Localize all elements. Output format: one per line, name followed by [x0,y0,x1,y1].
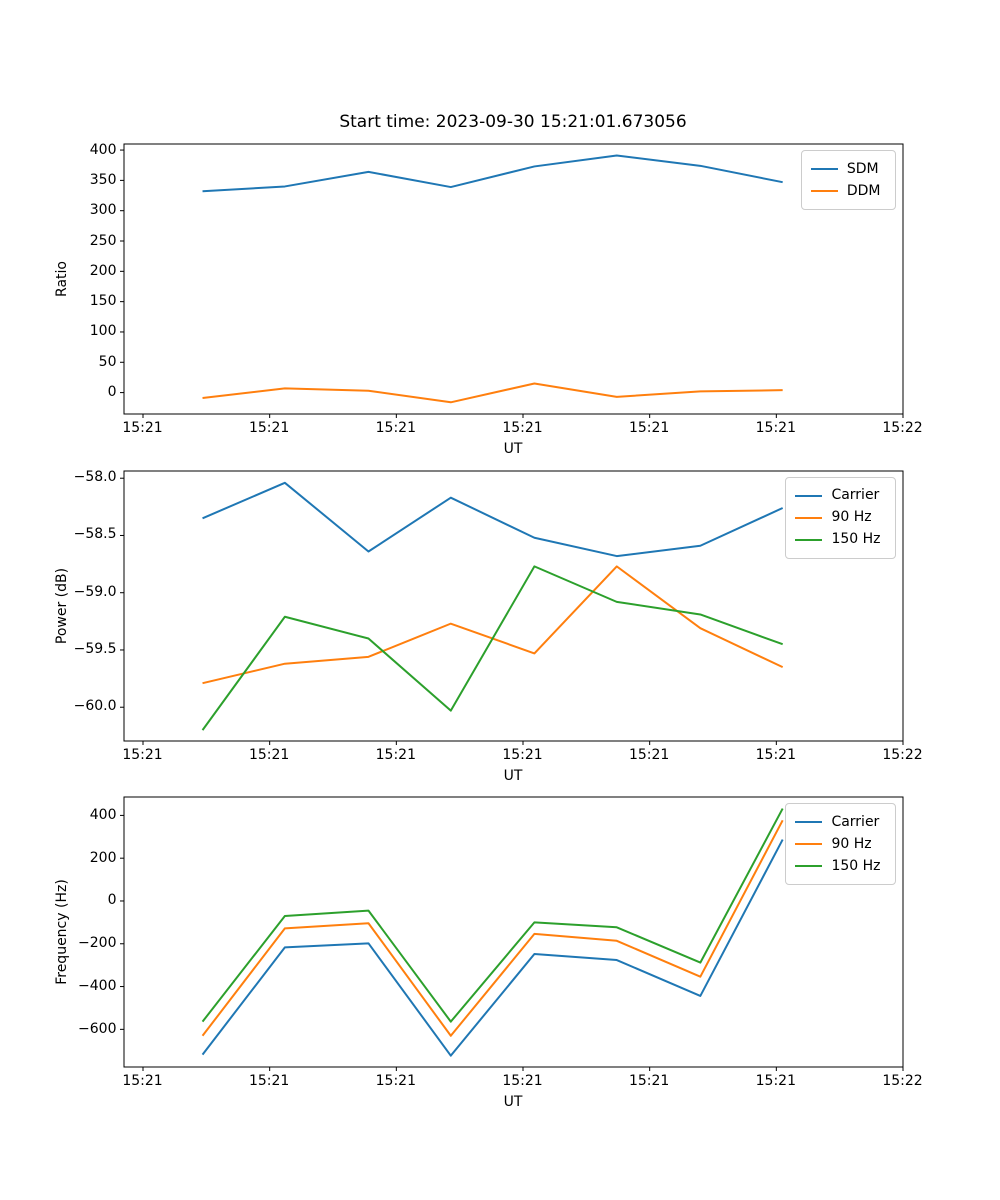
y-axis-label: Ratio [53,261,70,297]
y-tick-label: 400 [89,141,117,158]
axes-frame [123,143,903,415]
line-90-hz [201,564,783,684]
y-tick-label: 350 [89,171,117,188]
y-tick-label: −59.5 [73,640,117,657]
subplot-frequency: Frequency (Hz) UT Carrier 90 Hz 150 Hz 15:… [54,796,923,1110]
y-tick-label: −600 [78,1020,117,1037]
subplot-ratio: Ratio UT SDM DDM 15:21 15:21 15:21 15:21 15:2… [54,142,923,457]
legend-label: 150 Hz [831,531,881,547]
legend-entry: 90 Hz [795,507,884,529]
y-tick-label: 0 [107,892,117,909]
legend-line-sample-icon [810,168,838,170]
legend-line-sample-icon [795,865,823,867]
legend-label: 150 Hz [831,857,881,874]
x-tick-label: 15:21 [755,420,797,436]
legend-label: 90 Hz [831,835,872,852]
x-tick-label: 15:21 [122,1073,163,1089]
y-tick-label: −59.0 [73,583,117,600]
line-150-hz [201,808,784,1023]
x-tick-label: 15:21 [248,420,290,436]
line-90-hz [201,819,784,1037]
y-tick-label: 250 [89,232,117,249]
plot-area-ratio [119,143,903,418]
x-tick-label: 15:21 [628,746,670,763]
x-tick-label: 15:22 [882,420,923,436]
figure-title: Start time: 2023-09-30 15:21:01.673056 [339,112,687,132]
legend-entry: Carrier [795,811,884,833]
x-tick-label: 15:22 [882,1073,923,1089]
y-tick-label: 100 [89,323,117,340]
legend-entry: SDM [810,158,885,180]
legend-entry: 150 Hz [795,855,884,877]
x-tick-label: 15:21 [122,746,163,763]
y-tick-label: −58.5 [73,526,117,543]
y-tick-label: −58.0 [73,469,117,486]
subplot-power: Power (dB) UT Carrier 90 Hz 150 Hz 15:21 15… [54,469,923,783]
x-tick-label: 15:21 [502,746,543,763]
line-sdm [201,154,783,193]
x-axis-label: UT [503,767,523,784]
legend-line-sample-icon [795,821,823,823]
plot-area-frequency [119,796,903,1071]
legend: Carrier 90 Hz 150 Hz [785,476,896,559]
y-tick-label: 150 [89,293,117,310]
legend: SDM DDM [800,150,896,210]
legend-label: Carrier [831,813,880,830]
y-tick-label: 0 [107,384,117,401]
axes-frame [123,796,903,1068]
legend-line-sample-icon [795,516,823,519]
legend-label: DDM [846,182,881,199]
x-tick-label: 15:21 [502,420,543,436]
legend-label: 90 Hz [831,509,872,525]
y-tick-label: −400 [78,978,117,995]
axes-frame [123,470,903,741]
line-150-hz [201,564,783,731]
legend: Carrier 90 Hz 150 Hz [785,803,896,885]
x-tick-label: 15:21 [375,1073,417,1089]
legend-line-sample-icon [795,494,823,497]
plot-area-power [119,470,903,745]
y-tick-label: 400 [89,806,117,823]
x-tick-label: 15:21 [628,420,670,436]
legend-entry: 150 Hz [795,529,884,551]
line-ddm [201,382,783,404]
x-tick-label: 15:21 [755,746,797,763]
x-tick-label: 15:21 [628,1073,670,1089]
legend-line-sample-icon [795,538,823,541]
legend-label: SDM [846,160,879,177]
x-tick-label: 15:21 [755,1073,797,1089]
x-tick-label: 15:21 [375,746,417,763]
x-tick-label: 15:21 [248,1073,290,1089]
legend-entry: 90 Hz [795,833,884,855]
x-tick-label: 15:21 [248,746,290,763]
y-tick-label: 50 [98,353,117,370]
x-tick-label: 15:21 [375,420,417,436]
x-axis-label: UT [503,441,523,457]
y-axis-label: Power (dB) [53,567,70,644]
legend-line-sample-icon [810,190,838,192]
legend-line-sample-icon [795,843,823,845]
y-tick-label: 300 [89,202,117,219]
x-tick-label: 15:22 [882,746,923,763]
line-carrier [201,481,783,557]
line-carrier [201,839,784,1057]
y-tick-label: 200 [89,262,117,279]
y-tick-label: −200 [78,935,117,952]
x-tick-label: 15:21 [502,1073,543,1089]
legend-label: Carrier [831,487,880,503]
y-tick-label: −60.0 [73,698,117,715]
x-tick-label: 15:21 [122,420,163,436]
legend-entry: DDM [810,180,885,202]
y-axis-label: Frequency (Hz) [53,879,70,985]
legend-entry: Carrier [795,485,884,507]
x-axis-label: UT [503,1094,523,1110]
y-tick-label: 200 [89,849,117,866]
